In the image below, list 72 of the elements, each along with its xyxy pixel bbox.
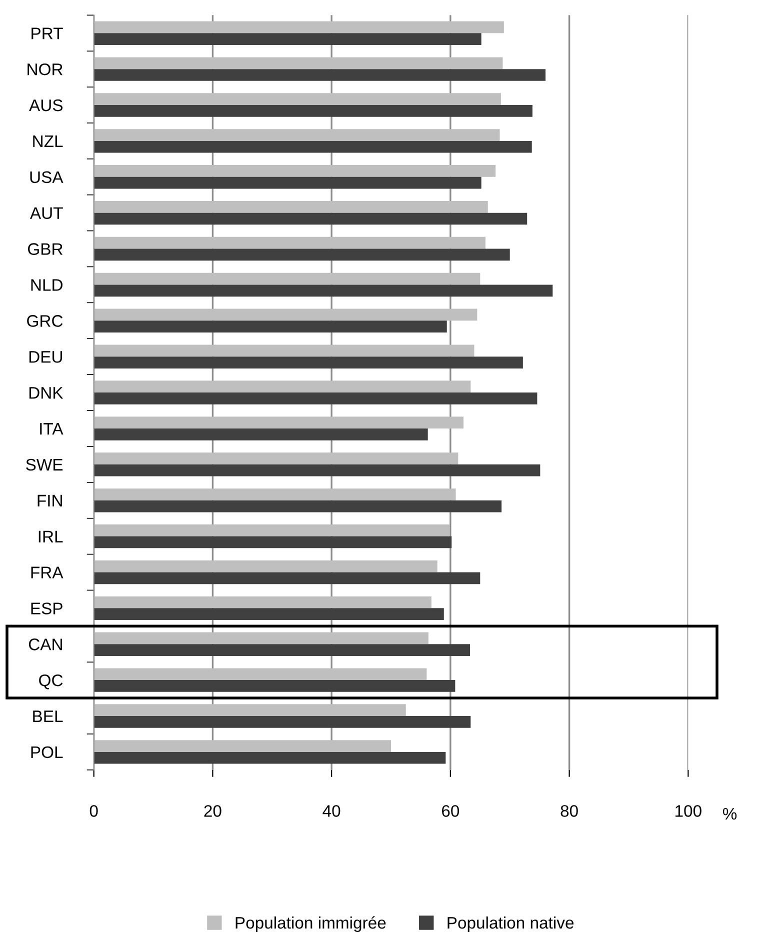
bar: [94, 668, 427, 680]
bar: [94, 236, 486, 249]
y-tick-label: NZL: [33, 136, 63, 147]
y-tick-label: SWE: [26, 458, 63, 471]
y-tick-label: FIN: [38, 494, 62, 506]
bar: [94, 644, 470, 656]
bar: [94, 248, 510, 261]
bar: [94, 200, 488, 213]
y-tick-label: PRT: [32, 28, 63, 40]
x-axis-title: %: [722, 808, 737, 820]
y-tick-label: CAN: [28, 638, 62, 650]
legend-label: Population native: [448, 916, 574, 932]
bar: [94, 356, 523, 368]
x-tick-label: 0: [90, 805, 98, 817]
bar: [94, 572, 480, 584]
bar: [94, 105, 532, 117]
bar: [94, 380, 471, 393]
y-tick-label: AUT: [30, 207, 63, 220]
bar: [94, 284, 553, 297]
bar: [94, 464, 540, 476]
bar: [94, 608, 444, 620]
bar: [94, 416, 464, 428]
bar: [94, 596, 432, 608]
bar: [94, 716, 471, 728]
bar: [94, 560, 438, 572]
x-tick-label: 80: [560, 805, 578, 817]
bar: [94, 140, 532, 153]
bar: [94, 176, 482, 189]
bar: [94, 632, 428, 644]
bar: [94, 212, 528, 225]
y-tick-label: POL: [31, 746, 63, 758]
bar: [94, 452, 458, 464]
bar: [94, 165, 496, 177]
y-tick-label: FRA: [31, 566, 64, 578]
bar: [94, 752, 446, 764]
bar: [94, 392, 538, 404]
bar: [94, 57, 503, 70]
y-tick-label: NLD: [31, 279, 62, 291]
bar: [94, 344, 474, 357]
bar: [94, 320, 447, 333]
x-tick-label: 100: [676, 805, 702, 817]
bar: [94, 308, 478, 321]
y-tick-label: NOR: [28, 63, 63, 76]
bar: [94, 740, 391, 752]
y-tick-label: DEU: [29, 351, 62, 363]
bar: [94, 33, 482, 45]
y-tick-label: BEL: [33, 710, 63, 722]
bar: [94, 500, 502, 512]
bar: [94, 93, 501, 106]
y-tick-label: ESP: [31, 602, 62, 614]
legend-label: Population immigrée: [236, 916, 386, 932]
y-tick-label: ITA: [40, 423, 64, 435]
y-tick-label: QC: [39, 674, 63, 690]
bar: [94, 536, 452, 548]
x-tick-label: 60: [442, 805, 460, 817]
y-tick-label: AUS: [29, 99, 63, 112]
bar: [94, 680, 456, 692]
y-tick-label: USA: [30, 171, 64, 184]
y-tick-label: GRC: [27, 315, 63, 327]
y-tick-label: IRL: [38, 530, 63, 542]
bar: [94, 69, 546, 81]
x-tick-label: 40: [322, 805, 340, 817]
y-tick-label: GBR: [28, 243, 63, 255]
bar: [94, 524, 450, 536]
bar: [94, 428, 428, 440]
bar: [94, 21, 504, 34]
x-tick-label: 20: [204, 805, 222, 817]
bar: [94, 272, 480, 285]
bar: [94, 488, 456, 500]
y-tick-label: DNK: [29, 387, 64, 399]
bar: [94, 129, 500, 141]
bar: [94, 704, 406, 716]
